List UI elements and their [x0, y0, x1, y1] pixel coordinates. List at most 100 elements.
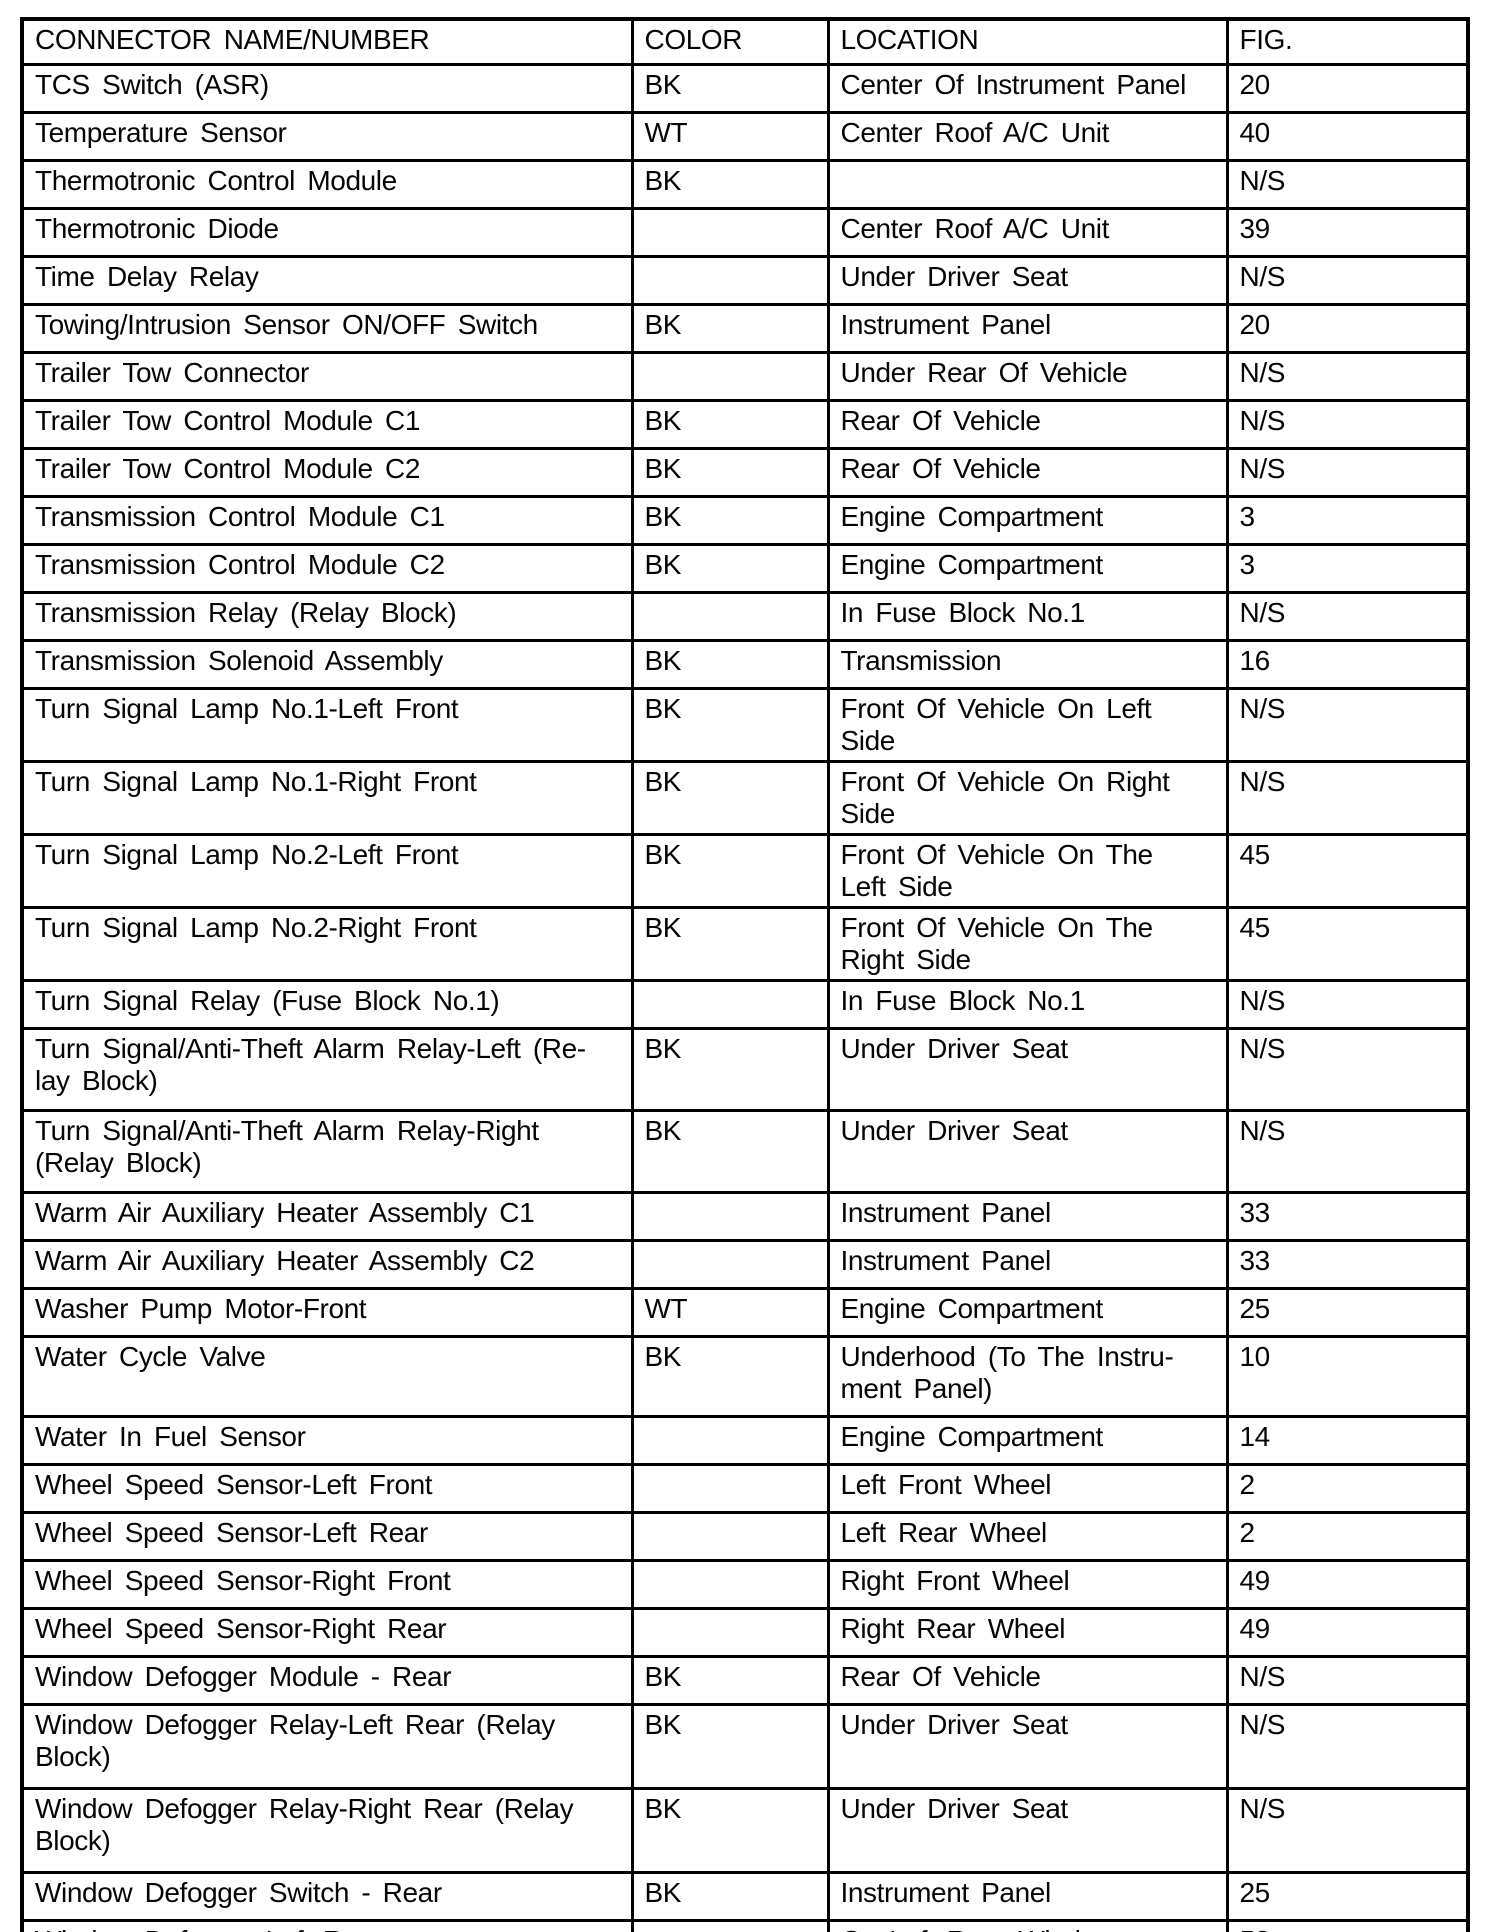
cell-color: [630, 255, 830, 306]
table-row: Trailer Tow Control Module C1 BK Rear Of V…: [20, 399, 1470, 450]
table-row: Thermotronic Diode Center Roof A/C Unit 39: [20, 207, 1470, 258]
cell-fig: N/S: [1225, 979, 1470, 1030]
table-row: Wheel Speed Sensor-Left Front Left Front …: [20, 1463, 1470, 1514]
table-row: Transmission Solenoid Assembly BK Transmis…: [20, 639, 1470, 690]
cell-name: Turn Signal Lamp No.1-Left Front: [20, 687, 634, 763]
cell-fig: N/S: [1225, 687, 1470, 763]
table-row: Transmission Control Module C2 BK Engine C…: [20, 543, 1470, 594]
table-header-row: CONNECTOR NAME/NUMBER COLOR LOCATION FIG…: [20, 17, 1470, 66]
table-row: Washer Pump Motor-Front WT Engine Compartm…: [20, 1287, 1470, 1338]
cell-location: Under Driver Seat: [826, 1787, 1229, 1874]
cell-name: Window Defogger Module - Rear: [20, 1655, 634, 1706]
cell-color: [630, 1919, 830, 1932]
cell-color: BK: [630, 543, 830, 594]
cell-fig: 53: [1225, 1919, 1470, 1932]
cell-fig: 25: [1225, 1871, 1470, 1922]
cell-name: Trailer Tow Control Module C2: [20, 447, 634, 498]
cell-location: Under Driver Seat: [826, 255, 1229, 306]
cell-location: In Fuse Block No.1: [826, 979, 1229, 1030]
cell-color: WT: [630, 1287, 830, 1338]
cell-fig: N/S: [1225, 760, 1470, 836]
cell-location: Engine Compartment: [826, 495, 1229, 546]
cell-fig: N/S: [1225, 159, 1470, 210]
cell-name: Water Cycle Valve: [20, 1335, 634, 1418]
cell-location: Transmission: [826, 639, 1229, 690]
cell-name: Thermotronic Control Module: [20, 159, 634, 210]
cell-fig: 40: [1225, 111, 1470, 162]
cell-color: [630, 1415, 830, 1466]
cell-fig: 2: [1225, 1511, 1470, 1562]
cell-location: Right Rear Wheel: [826, 1607, 1229, 1658]
cell-location: Under Rear Of Vehicle: [826, 351, 1229, 402]
cell-name: Trailer Tow Connector: [20, 351, 634, 402]
cell-fig: 39: [1225, 207, 1470, 258]
cell-name: Warm Air Auxiliary Heater Assembly C1: [20, 1191, 634, 1242]
cell-location: Under Driver Seat: [826, 1703, 1229, 1790]
cell-location: Under Driver Seat: [826, 1027, 1229, 1112]
cell-color: BK: [630, 1335, 830, 1418]
cell-fig: N/S: [1225, 351, 1470, 402]
cell-color: [630, 1511, 830, 1562]
cell-color: BK: [630, 159, 830, 210]
cell-color: BK: [630, 687, 830, 763]
cell-location: Instrument Panel: [826, 1871, 1229, 1922]
column-header-fig: FIG.: [1225, 17, 1470, 66]
cell-location: Rear Of Vehicle: [826, 447, 1229, 498]
cell-color: BK: [630, 1871, 830, 1922]
cell-name: Washer Pump Motor-Front: [20, 1287, 634, 1338]
cell-name: Transmission Relay (Relay Block): [20, 591, 634, 642]
cell-fig: 20: [1225, 63, 1470, 114]
cell-name: Time Delay Relay: [20, 255, 634, 306]
connector-table-body: TCS Switch (ASR) BK Center Of Instrument P…: [20, 63, 1470, 1932]
cell-fig: 25: [1225, 1287, 1470, 1338]
cell-fig: 45: [1225, 906, 1470, 982]
cell-location: Engine Compartment: [826, 1287, 1229, 1338]
cell-name: Window Defogger Switch - Rear: [20, 1871, 634, 1922]
cell-location: Rear Of Vehicle: [826, 1655, 1229, 1706]
table-row: Turn Signal/Anti-Theft Alarm Relay-Right…: [20, 1109, 1470, 1194]
column-header-connector-name: CONNECTOR NAME/NUMBER: [20, 17, 634, 66]
cell-name: Window Defogger-Left Rear: [20, 1919, 634, 1932]
cell-name: Towing/Intrusion Sensor ON/OFF Switch: [20, 303, 634, 354]
cell-color: BK: [630, 906, 830, 982]
cell-fig: N/S: [1225, 1655, 1470, 1706]
cell-fig: N/S: [1225, 591, 1470, 642]
table-row: Turn Signal Relay (Fuse Block No.1) In Fu…: [20, 979, 1470, 1030]
cell-fig: 3: [1225, 495, 1470, 546]
table-row: Turn Signal Lamp No.2-Right Front BK Front…: [20, 906, 1470, 982]
cell-color: BK: [630, 1109, 830, 1194]
cell-location: Front Of Vehicle On Right Side: [826, 760, 1229, 836]
cell-fig: N/S: [1225, 399, 1470, 450]
cell-color: [630, 1607, 830, 1658]
cell-fig: N/S: [1225, 255, 1470, 306]
cell-location: Left Front Wheel: [826, 1463, 1229, 1514]
table-row: Trailer Tow Connector Under Rear Of Vehic…: [20, 351, 1470, 402]
table-row: Window Defogger Relay-Right Rear (Relay …: [20, 1787, 1470, 1874]
cell-color: BK: [630, 63, 830, 114]
cell-color: [630, 207, 830, 258]
cell-location: Engine Compartment: [826, 1415, 1229, 1466]
cell-location: Instrument Panel: [826, 1191, 1229, 1242]
cell-location: Underhood (To The Instru- ment Panel): [826, 1335, 1229, 1418]
cell-name: Transmission Control Module C1: [20, 495, 634, 546]
cell-location: Left Rear Wheel: [826, 1511, 1229, 1562]
cell-fig: 16: [1225, 639, 1470, 690]
cell-fig: N/S: [1225, 1787, 1470, 1874]
cell-name: Wheel Speed Sensor-Right Front: [20, 1559, 634, 1610]
cell-name: Warm Air Auxiliary Heater Assembly C2: [20, 1239, 634, 1290]
table-row: Turn Signal Lamp No.2-Left Front BK Front …: [20, 833, 1470, 909]
cell-location: Right Front Wheel: [826, 1559, 1229, 1610]
cell-color: WT: [630, 111, 830, 162]
table-row: Turn Signal/Anti-Theft Alarm Relay-Left …: [20, 1027, 1470, 1112]
cell-name: Transmission Control Module C2: [20, 543, 634, 594]
cell-color: [630, 351, 830, 402]
cell-color: BK: [630, 399, 830, 450]
cell-name: Temperature Sensor: [20, 111, 634, 162]
cell-name: Turn Signal Relay (Fuse Block No.1): [20, 979, 634, 1030]
cell-location: Center Roof A/C Unit: [826, 111, 1229, 162]
table-row: Temperature Sensor WT Center Roof A/C Unit…: [20, 111, 1470, 162]
cell-name: Wheel Speed Sensor-Left Rear: [20, 1511, 634, 1562]
table-row: Turn Signal Lamp No.1-Right Front BK Front…: [20, 760, 1470, 836]
cell-location: Front Of Vehicle On The Right Side: [826, 906, 1229, 982]
